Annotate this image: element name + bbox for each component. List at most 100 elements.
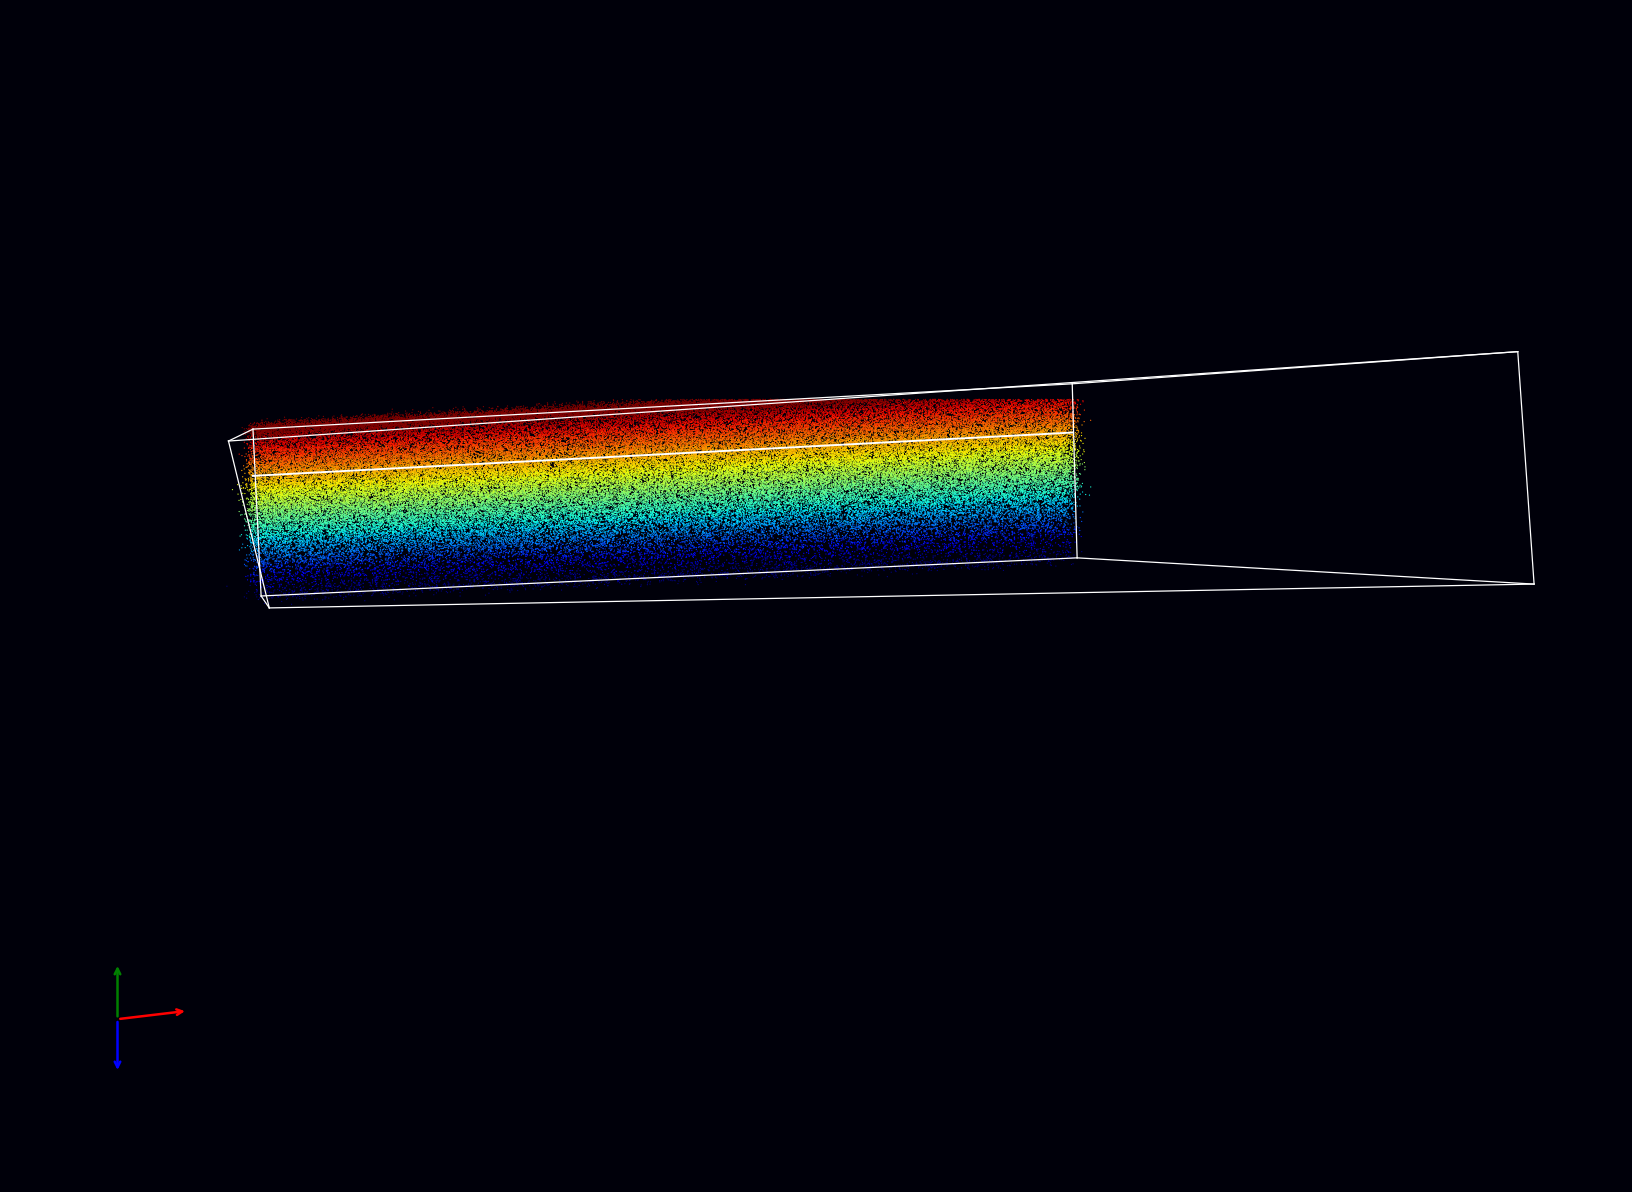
Point bbox=[395, 503, 421, 522]
Point bbox=[901, 473, 927, 492]
Point bbox=[994, 430, 1020, 449]
Point bbox=[246, 422, 273, 441]
Point bbox=[429, 427, 455, 446]
Point bbox=[780, 564, 806, 583]
Point bbox=[286, 474, 312, 493]
Point bbox=[614, 477, 640, 496]
Point bbox=[633, 541, 659, 560]
Point bbox=[269, 420, 295, 439]
Point bbox=[553, 447, 579, 466]
Point bbox=[728, 511, 754, 530]
Point bbox=[349, 473, 375, 492]
Point bbox=[264, 509, 290, 528]
Point bbox=[839, 499, 865, 519]
Point bbox=[808, 393, 834, 412]
Point bbox=[454, 473, 480, 492]
Point bbox=[1040, 416, 1066, 435]
Point bbox=[462, 405, 488, 424]
Point bbox=[896, 472, 922, 491]
Point bbox=[282, 439, 308, 458]
Point bbox=[419, 417, 446, 436]
Point bbox=[862, 471, 888, 490]
Point bbox=[387, 454, 413, 473]
Point bbox=[295, 457, 322, 476]
Point bbox=[374, 408, 400, 427]
Point bbox=[397, 510, 423, 529]
Point bbox=[669, 393, 695, 412]
Point bbox=[610, 482, 636, 501]
Point bbox=[294, 508, 320, 527]
Point bbox=[266, 517, 292, 536]
Point bbox=[638, 474, 664, 493]
Point bbox=[294, 521, 320, 540]
Point bbox=[787, 485, 813, 504]
Point bbox=[1051, 435, 1077, 454]
Point bbox=[540, 461, 566, 480]
Point bbox=[718, 424, 744, 443]
Point bbox=[687, 440, 713, 459]
Point bbox=[256, 480, 282, 499]
Point bbox=[294, 416, 320, 435]
Point bbox=[867, 437, 893, 457]
Point bbox=[733, 411, 759, 430]
Point bbox=[276, 510, 302, 529]
Point bbox=[698, 422, 725, 441]
Point bbox=[756, 409, 782, 428]
Point bbox=[894, 476, 920, 495]
Point bbox=[839, 449, 865, 468]
Point bbox=[744, 401, 770, 420]
Point bbox=[361, 448, 387, 467]
Point bbox=[891, 435, 917, 454]
Point bbox=[480, 454, 506, 473]
Point bbox=[733, 470, 759, 489]
Point bbox=[937, 459, 963, 478]
Point bbox=[586, 471, 612, 490]
Point bbox=[328, 497, 354, 516]
Point bbox=[893, 460, 919, 479]
Point bbox=[578, 532, 604, 551]
Point bbox=[669, 436, 695, 455]
Point bbox=[477, 492, 503, 511]
Point bbox=[775, 427, 801, 446]
Point bbox=[924, 507, 950, 526]
Point bbox=[1009, 442, 1035, 461]
Point bbox=[734, 513, 761, 532]
Point bbox=[385, 433, 411, 452]
Point bbox=[782, 395, 808, 414]
Point bbox=[308, 464, 335, 483]
Point bbox=[885, 418, 911, 437]
Point bbox=[380, 404, 406, 423]
Point bbox=[1004, 433, 1030, 452]
Point bbox=[400, 505, 426, 524]
Point bbox=[308, 492, 335, 511]
Point bbox=[400, 465, 426, 484]
Point bbox=[1051, 526, 1077, 545]
Point bbox=[889, 430, 916, 449]
Point bbox=[1044, 545, 1071, 564]
Point bbox=[788, 392, 814, 411]
Point bbox=[871, 448, 898, 467]
Point bbox=[659, 533, 685, 552]
Point bbox=[653, 492, 679, 511]
Point bbox=[917, 554, 943, 573]
Point bbox=[672, 421, 698, 440]
Point bbox=[1033, 448, 1059, 467]
Point bbox=[604, 432, 630, 451]
Point bbox=[651, 541, 677, 560]
Point bbox=[571, 457, 597, 476]
Point bbox=[632, 451, 658, 470]
Point bbox=[960, 497, 986, 516]
Point bbox=[788, 513, 814, 532]
Point bbox=[248, 510, 274, 529]
Point bbox=[568, 542, 594, 561]
Point bbox=[653, 499, 679, 519]
Point bbox=[966, 468, 992, 488]
Point bbox=[850, 490, 876, 509]
Point bbox=[584, 449, 610, 468]
Point bbox=[836, 399, 862, 418]
Point bbox=[669, 416, 695, 435]
Point bbox=[935, 440, 961, 459]
Point bbox=[707, 440, 733, 459]
Point bbox=[473, 451, 499, 470]
Point bbox=[793, 442, 819, 461]
